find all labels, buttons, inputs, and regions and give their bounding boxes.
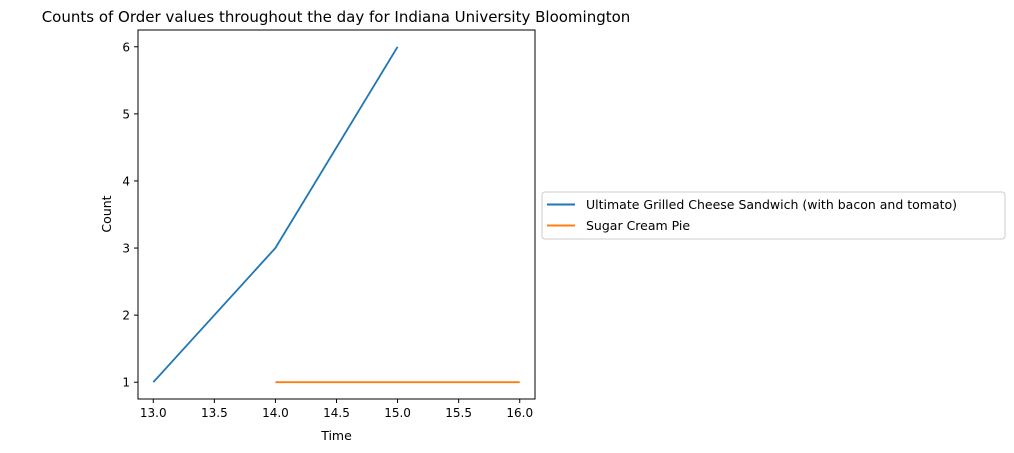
y-tick-label: 4 [122,174,130,188]
y-tick-label: 5 [122,107,130,121]
y-tick-label: 2 [122,309,130,323]
legend: Ultimate Grilled Cheese Sandwich (with b… [541,191,1006,240]
chart-title: Counts of Order values throughout the da… [42,8,631,26]
x-axis: 13.0 13.5 14.0 14.5 15.0 15.5 16.0 [140,399,533,420]
x-tick-label: 16.0 [506,406,533,420]
y-tick-label: 3 [122,242,130,256]
legend-label-grilled-cheese: Ultimate Grilled Cheese Sandwich (with b… [586,197,957,212]
x-tick-label: 14.0 [262,406,289,420]
x-tick-label: 13.5 [201,406,228,420]
series-layer [152,46,520,384]
y-axis: 1 2 3 4 5 6 [122,40,138,390]
x-tick-label: 15.0 [384,406,411,420]
series-line-0 [152,46,399,383]
y-tick-label: 6 [122,40,130,54]
x-tick-label: 15.5 [445,406,472,420]
x-axis-label: Time [320,428,352,443]
x-tick-label: 13.0 [140,406,167,420]
x-tick-label: 14.5 [323,406,350,420]
legend-frame [541,191,1006,240]
y-axis-label: Count [99,195,114,232]
plot-frame [137,29,536,400]
plot-area [137,29,536,400]
y-tick-label: 1 [122,376,130,390]
legend-label-sugar-cream-pie: Sugar Cream Pie [586,218,690,233]
